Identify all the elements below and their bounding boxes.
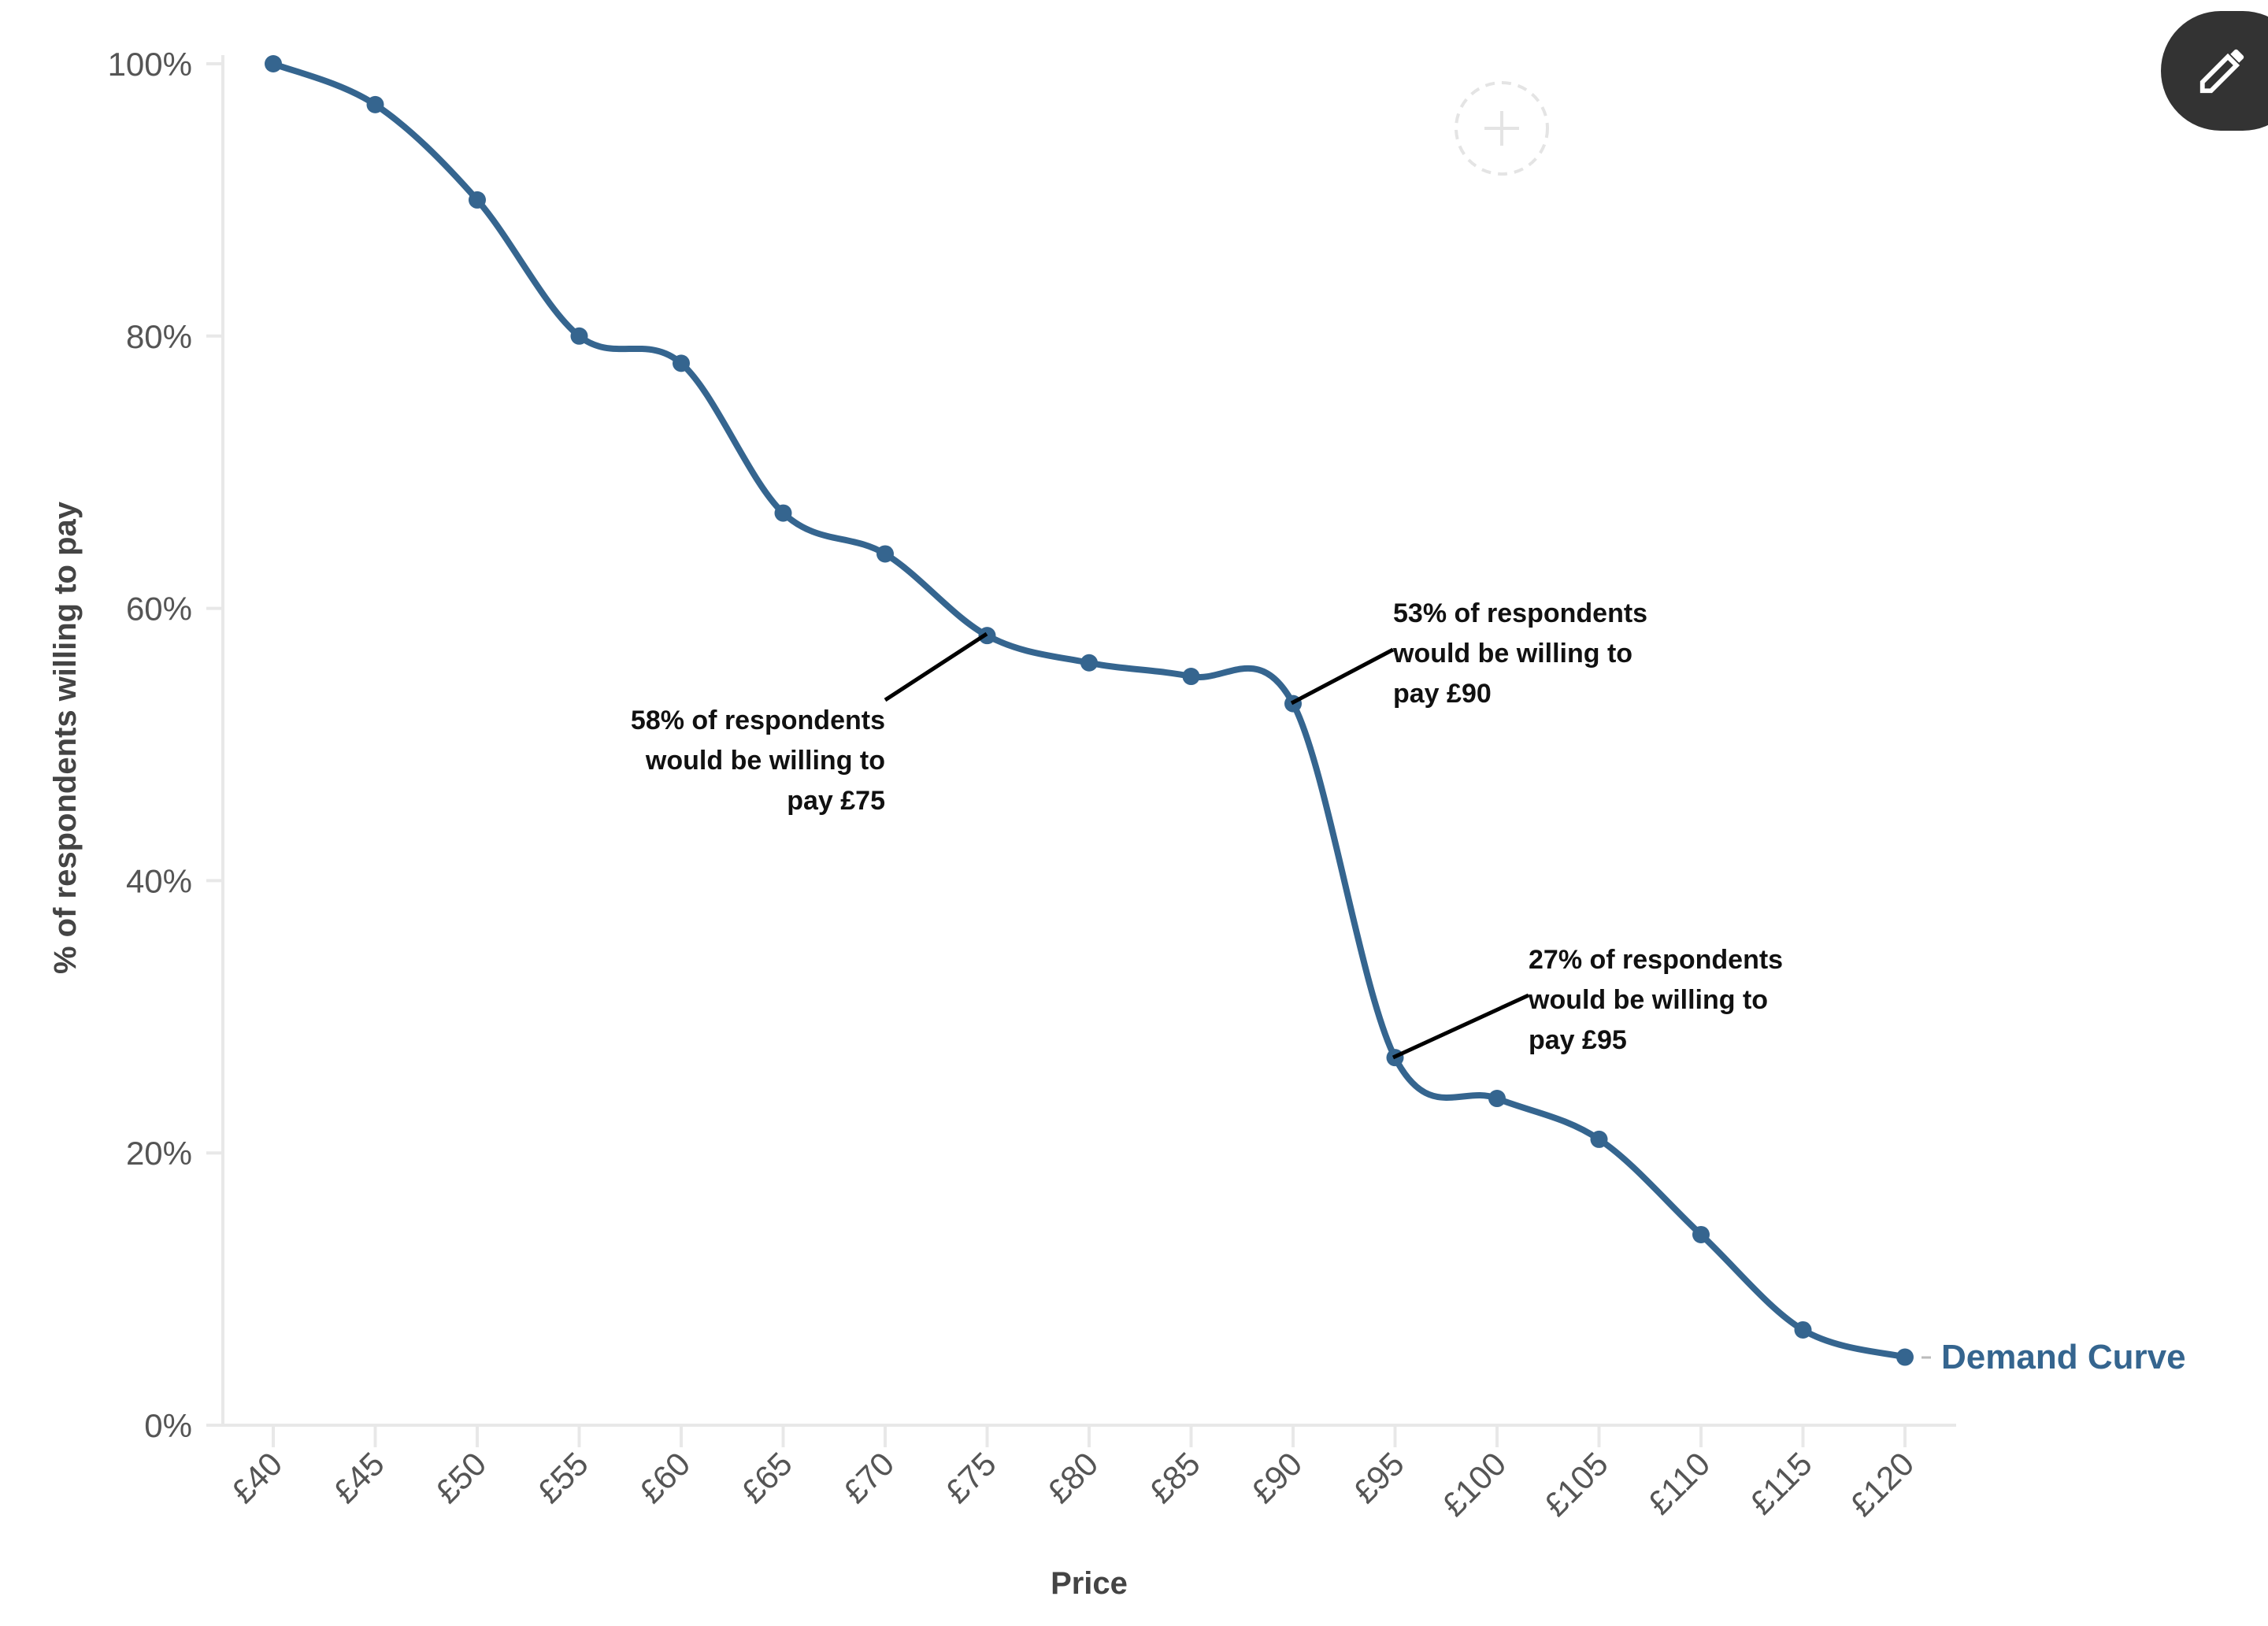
x-tick-label: £70 xyxy=(836,1445,902,1510)
x-tick-label: £100 xyxy=(1435,1445,1513,1523)
x-tick-label: £45 xyxy=(326,1445,391,1510)
x-tick-label: £85 xyxy=(1142,1445,1207,1510)
data-point-85[interactable] xyxy=(1182,668,1200,686)
data-point-50[interactable] xyxy=(469,191,486,209)
x-tick-label: £120 xyxy=(1843,1445,1921,1523)
data-point-105[interactable] xyxy=(1590,1130,1608,1148)
y-tick-label: 100% xyxy=(108,46,192,83)
y-tick-label: 40% xyxy=(126,862,192,899)
x-tick-label: £40 xyxy=(224,1445,290,1510)
plus-circle-icon[interactable] xyxy=(1455,81,1549,176)
series-label-demand-curve: Demand Curve xyxy=(1941,1338,2186,1376)
y-tick-label: 60% xyxy=(126,591,192,628)
data-point-120[interactable] xyxy=(1896,1348,1914,1366)
data-point-55[interactable] xyxy=(570,327,588,345)
x-tick-label: £90 xyxy=(1244,1445,1310,1510)
annotation-line: 58% of respondents xyxy=(631,706,885,735)
annotation-leader xyxy=(1290,647,1395,706)
x-tick-label: £75 xyxy=(938,1445,1003,1510)
edit-button[interactable] xyxy=(2161,11,2268,131)
demand-curve-line xyxy=(272,61,1907,1361)
annotation-95: 27% of respondents would be willing to p… xyxy=(1392,945,1783,1060)
x-tick-label: £60 xyxy=(632,1445,698,1510)
x-tick-label: £55 xyxy=(530,1445,595,1510)
data-point-60[interactable] xyxy=(673,354,690,372)
x-tick-label: £50 xyxy=(428,1445,494,1510)
annotation-line: would be willing to xyxy=(1392,639,1632,669)
data-point-65[interactable] xyxy=(774,504,792,522)
annotation-line: would be willing to xyxy=(645,746,885,776)
y-tick-label: 0% xyxy=(144,1407,192,1444)
data-point-100[interactable] xyxy=(1488,1090,1506,1108)
annotation-75: 58% of respondents would be willing to p… xyxy=(631,632,988,816)
data-point-115[interactable] xyxy=(1794,1320,1812,1339)
x-tick-label: £115 xyxy=(1743,1445,1819,1521)
data-point-45[interactable] xyxy=(366,95,384,113)
x-tick-label: £110 xyxy=(1640,1445,1717,1521)
annotation-line: pay £90 xyxy=(1393,679,1492,709)
annotation-line: 27% of respondents xyxy=(1529,945,1783,975)
x-axis-title: Price xyxy=(1051,1566,1128,1601)
data-point-70[interactable] xyxy=(876,545,894,563)
data-point-40[interactable] xyxy=(265,55,282,72)
annotation-leader xyxy=(884,632,988,702)
x-tick-label: £95 xyxy=(1346,1445,1411,1510)
annotation-line: pay £95 xyxy=(1529,1025,1627,1055)
annotation-line: would be willing to xyxy=(1528,985,1768,1015)
annotation-line: 53% of respondents xyxy=(1393,598,1647,628)
x-tick-label: £80 xyxy=(1040,1445,1106,1510)
x-tick-label: £65 xyxy=(734,1445,799,1510)
annotation-leader xyxy=(1392,993,1530,1060)
data-point-80[interactable] xyxy=(1080,654,1098,672)
data-point-110[interactable] xyxy=(1692,1225,1710,1243)
annotation-90: 53% of respondents would be willing to p… xyxy=(1290,598,1647,709)
pencil-icon xyxy=(2199,49,2244,94)
y-axis-title: % of respondents willing to pay xyxy=(48,501,83,974)
y-tick-label: 80% xyxy=(126,318,192,355)
x-tick-label: £105 xyxy=(1537,1445,1615,1523)
y-tick-label: 20% xyxy=(126,1135,192,1172)
annotation-line: pay £75 xyxy=(787,786,885,816)
